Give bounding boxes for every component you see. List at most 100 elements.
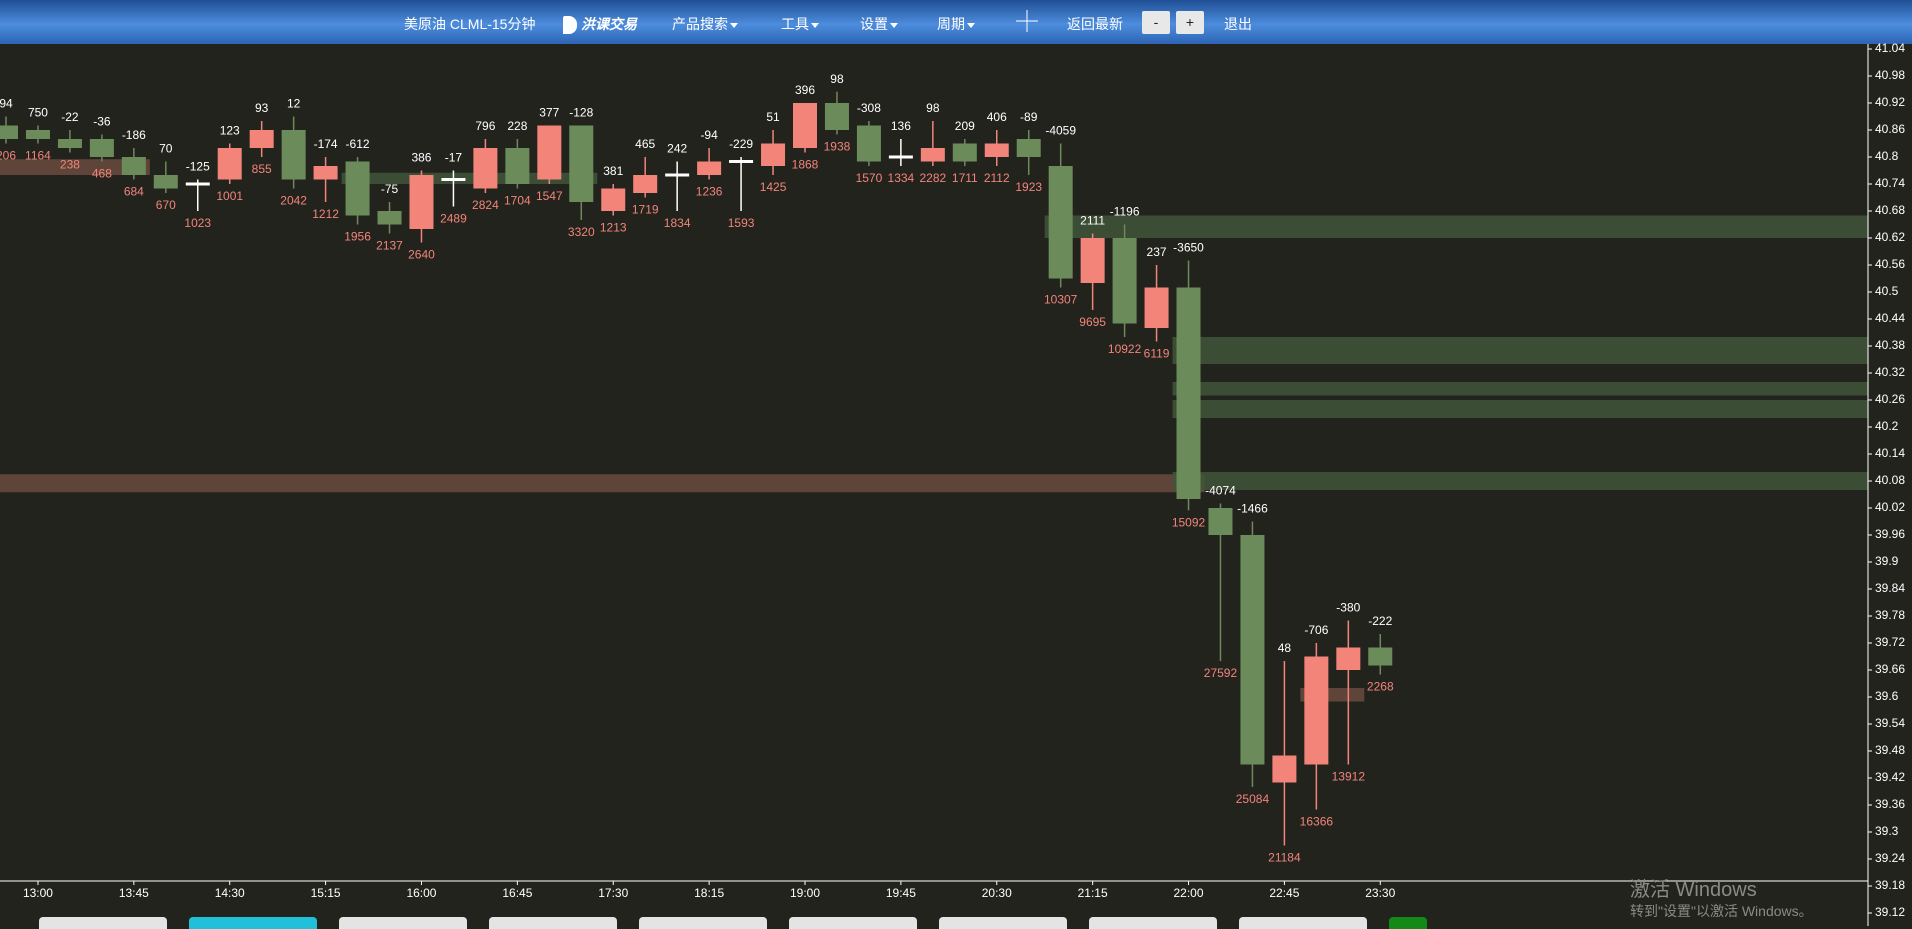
tab[interactable]	[39, 917, 167, 929]
candle-body	[1144, 287, 1169, 328]
y-tick-label: 39.24	[1875, 851, 1905, 865]
y-tick-label: 39.96	[1875, 527, 1905, 541]
price-zone	[1172, 400, 1868, 418]
menu-item[interactable]: 产品搜索	[672, 14, 738, 34]
menu-label: 周期	[937, 16, 965, 32]
symbol[interactable]: 美原油 CLML-15分钟	[404, 16, 536, 32]
delta-label: -22	[61, 110, 79, 124]
volume-label: 21184	[1268, 851, 1301, 865]
latest-button[interactable]: 返回最新	[1067, 16, 1123, 32]
top-bar: 美原油 CLML-15分钟 洪课交易 产品搜索 工具 设置 周期 返回最新 - …	[0, 0, 1912, 44]
candle-body	[984, 143, 1009, 157]
tab[interactable]	[1089, 917, 1217, 929]
tab[interactable]	[789, 917, 917, 929]
volume-label: 1236	[696, 185, 723, 199]
zoom-out[interactable]: -	[1142, 11, 1170, 34]
delta-label: 94	[0, 97, 13, 111]
crosshair[interactable]	[1016, 10, 1038, 35]
y-tick-label: 39.6	[1875, 689, 1899, 703]
zoom-in[interactable]: +	[1176, 11, 1204, 34]
candle-body	[281, 130, 306, 180]
volume-label: 1213	[600, 221, 627, 235]
x-tick-label: 13:00	[23, 886, 53, 900]
volume-label: 1868	[792, 158, 819, 172]
menu-item[interactable]: 设置	[860, 14, 898, 34]
delta-label: -308	[857, 101, 881, 115]
volume-label: 1938	[824, 140, 851, 154]
y-tick-label: 40.8	[1875, 149, 1899, 163]
menu-item[interactable]: 周期	[937, 14, 975, 34]
tab[interactable]	[1239, 917, 1367, 929]
tab[interactable]	[639, 917, 767, 929]
volume-label: 670	[156, 198, 176, 212]
y-tick-label: 40.32	[1875, 365, 1905, 379]
candle-body	[793, 103, 817, 148]
y-tick-label: 40.5	[1875, 284, 1899, 298]
delta-label: 136	[891, 119, 911, 133]
volume-label: 1001	[216, 189, 243, 203]
delta-label: -174	[314, 137, 338, 151]
delta-label: 209	[955, 119, 975, 133]
y-tick-label: 40.62	[1875, 230, 1905, 244]
logo-text: 洪课交易	[581, 16, 637, 32]
delta-label: 465	[635, 137, 655, 151]
volume-label: 238	[60, 158, 80, 172]
y-tick-label: 40.98	[1875, 68, 1905, 82]
price-zone	[1172, 382, 1868, 396]
tab[interactable]	[189, 917, 317, 929]
candle-body	[920, 148, 945, 162]
delta-label: 51	[766, 110, 780, 124]
volume-label: 206	[0, 149, 16, 163]
menu-label: 工具	[781, 16, 809, 32]
candle-body	[409, 175, 434, 229]
volume-label: 855	[252, 162, 272, 176]
delta-label: -3650	[1173, 241, 1204, 255]
candle-body	[1016, 139, 1041, 157]
delta-label: 228	[507, 119, 527, 133]
price-zone	[1172, 472, 1868, 490]
tab[interactable]	[1389, 917, 1427, 929]
x-tick-label: 21:15	[1078, 886, 1108, 900]
tab[interactable]	[339, 917, 467, 929]
delta-label: -229	[729, 137, 753, 151]
price-zone	[0, 474, 1205, 493]
volume-label: 2489	[440, 212, 467, 226]
y-tick-label: 40.02	[1875, 500, 1905, 514]
delta-label: 377	[539, 106, 559, 120]
delta-label: 48	[1278, 641, 1292, 655]
candle-body	[217, 148, 242, 180]
volume-label: 6119	[1144, 347, 1170, 361]
x-tick-label: 17:30	[598, 886, 628, 900]
tab[interactable]	[489, 917, 617, 929]
x-tick-label: 19:00	[790, 886, 820, 900]
delta-label: -4074	[1205, 484, 1236, 498]
y-tick-label: 39.18	[1875, 878, 1905, 892]
candle-body	[153, 175, 178, 189]
delta-label: -125	[186, 160, 210, 174]
exit-button[interactable]: 退出	[1224, 16, 1252, 32]
y-tick-label: 39.78	[1875, 608, 1905, 622]
candle-body	[249, 130, 274, 148]
menu-item[interactable]: 工具	[781, 14, 819, 34]
logo[interactable]: 洪课交易	[563, 14, 637, 35]
x-tick-label: 18:15	[694, 886, 724, 900]
candle-body	[1080, 238, 1105, 283]
delta-label: -89	[1020, 110, 1038, 124]
volume-label: 1704	[504, 194, 531, 208]
x-tick-label: 16:00	[406, 886, 436, 900]
delta-label: 381	[603, 164, 623, 178]
y-tick-label: 39.48	[1875, 743, 1905, 757]
watermark-title: 激活 Windows	[1630, 879, 1757, 901]
x-tick-label: 15:15	[311, 886, 341, 900]
y-tick-label: 39.12	[1875, 905, 1905, 919]
volume-label: 468	[92, 167, 112, 181]
tab[interactable]	[939, 917, 1067, 929]
delta-label: 750	[28, 106, 48, 120]
volume-label: 1334	[888, 171, 915, 185]
volume-label: 15092	[1172, 515, 1206, 529]
volume-label: 1956	[344, 230, 371, 244]
candle-body	[473, 148, 498, 189]
delta-label: -380	[1336, 601, 1360, 615]
x-tick-label: 19:45	[886, 886, 916, 900]
